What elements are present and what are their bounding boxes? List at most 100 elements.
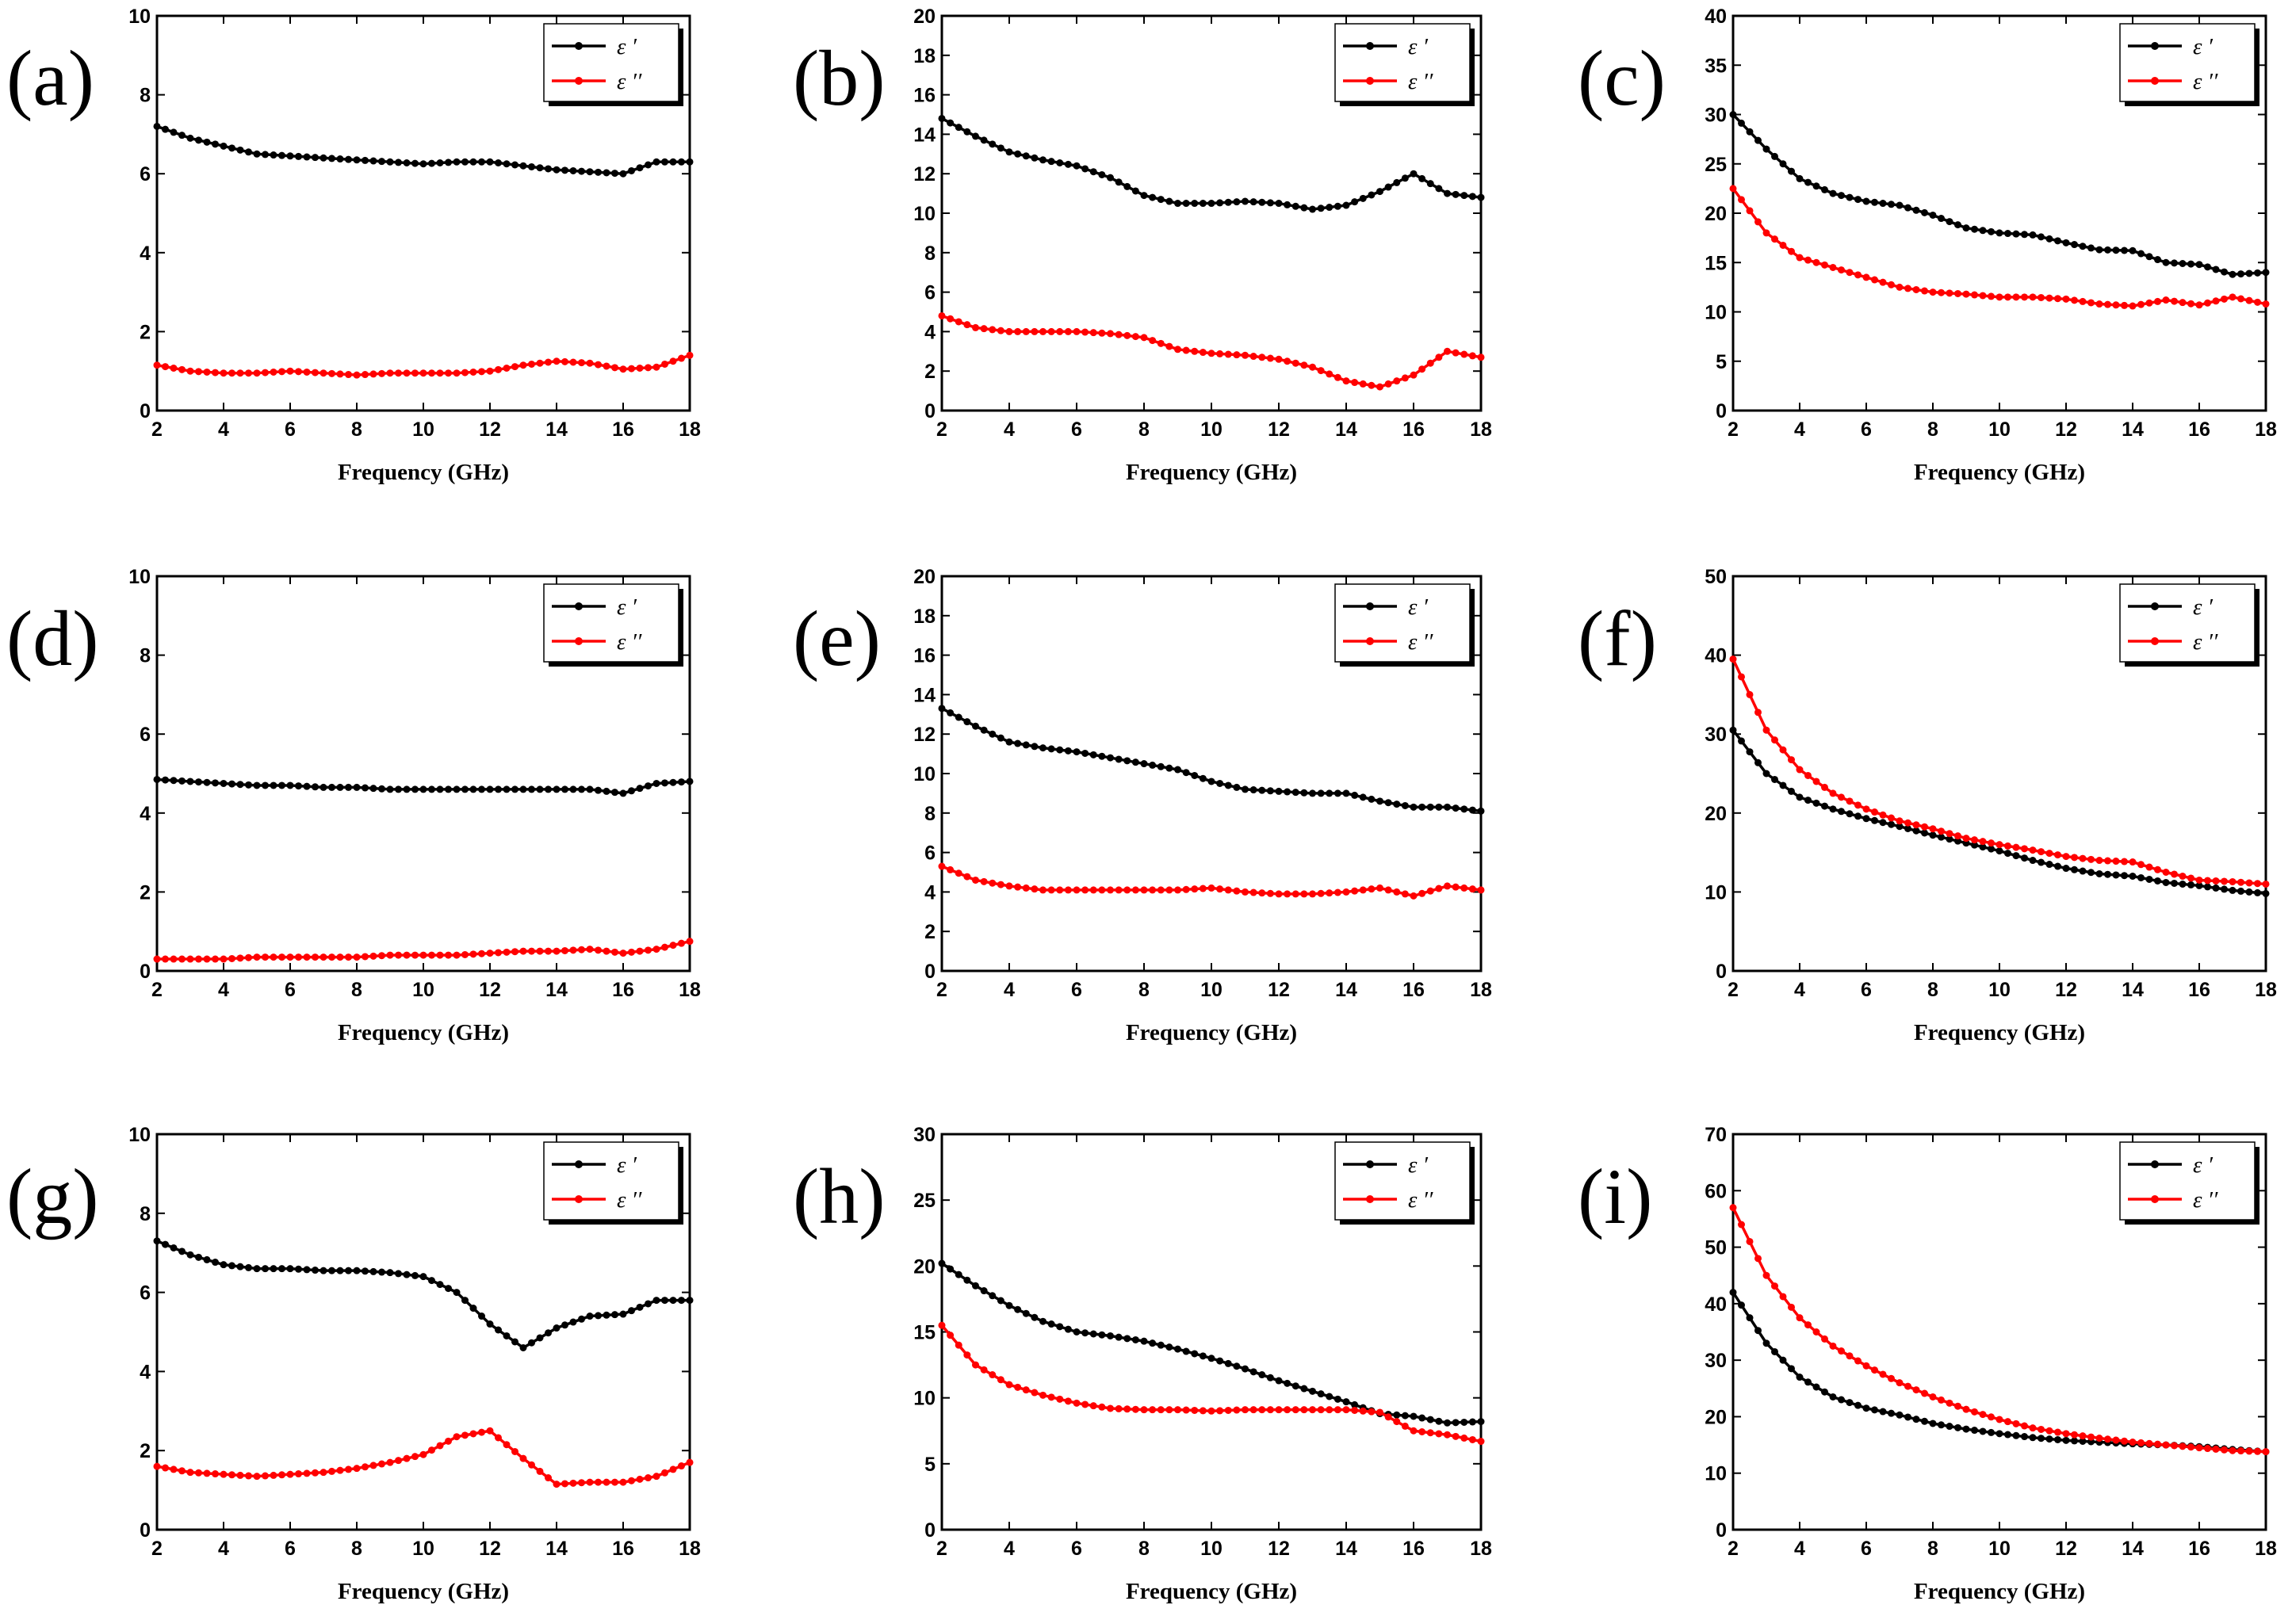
data-point (1300, 789, 1308, 797)
data-point (1174, 200, 1181, 208)
data-point (1896, 1411, 1904, 1419)
data-point (1047, 745, 1055, 753)
data-point (1921, 829, 1928, 837)
data-point (1426, 803, 1434, 811)
data-point (1207, 1355, 1215, 1362)
data-point (153, 361, 161, 369)
data-point (1081, 328, 1089, 336)
data-point (353, 953, 361, 961)
data-point (1216, 1357, 1224, 1365)
data-point (528, 1339, 535, 1347)
x-tick-label: 18 (1470, 1538, 1492, 1560)
data-point (345, 155, 352, 163)
legend: ε ′ ε ′′ (2119, 1141, 2259, 1225)
data-point (2104, 870, 2111, 878)
data-point (1165, 764, 1173, 772)
data-point (1326, 204, 1333, 212)
data-point (972, 876, 979, 884)
chart-panel-e: (e)2 4 6 8 10 12 14 16 1802468101214161820Freque… (793, 566, 1492, 1045)
data-point (1401, 1422, 1409, 1430)
data-point (278, 151, 285, 159)
data-point (1140, 886, 1148, 894)
data-point (1871, 276, 1878, 284)
data-point (1233, 1362, 1241, 1370)
data-point (1284, 890, 1291, 898)
data-point (2079, 1432, 2087, 1440)
data-point (1426, 359, 1434, 367)
data-point (1039, 156, 1047, 164)
data-point (1064, 160, 1072, 168)
data-point (1005, 1381, 1013, 1389)
data-point (386, 951, 394, 959)
data-point (428, 1446, 435, 1454)
data-point (1771, 235, 1778, 243)
data-point (1039, 1317, 1047, 1325)
data-point (1938, 215, 1945, 223)
data-point (320, 154, 327, 162)
series-line-imag (940, 1324, 1482, 1443)
data-point (652, 158, 660, 166)
data-point (1309, 205, 1316, 213)
data-point (162, 1240, 169, 1248)
data-point (578, 785, 585, 793)
data-point (1771, 736, 1778, 744)
data-point (528, 360, 535, 368)
data-point (1249, 1406, 1257, 1414)
data-point (938, 1321, 946, 1329)
data-point (628, 1477, 635, 1485)
x-tick-label: 12 (479, 418, 501, 441)
data-point (2171, 870, 2178, 878)
data-point (947, 709, 955, 716)
y-tick-label: 6 (140, 1282, 151, 1305)
data-point (1838, 793, 1845, 801)
data-point (1401, 1412, 1409, 1420)
data-point (1879, 200, 1887, 208)
data-point (1896, 817, 1904, 825)
data-point (369, 157, 377, 165)
data-point (1014, 150, 1022, 158)
data-point (1022, 741, 1030, 749)
data-point (1771, 1282, 1778, 1290)
data-point (2054, 1435, 2061, 1443)
y-tick-label: 5 (924, 1454, 936, 1476)
data-point (2087, 244, 2095, 252)
data-point (1854, 1401, 1862, 1409)
data-point (2229, 877, 2237, 885)
data-point (1393, 377, 1401, 385)
data-point (989, 1371, 997, 1379)
data-point (1182, 1406, 1190, 1414)
data-point (1242, 351, 1249, 359)
data-point (997, 144, 1004, 152)
x-tick-label: 14 (1335, 979, 1357, 1001)
x-tick-label: 10 (412, 418, 434, 441)
data-point (1359, 793, 1367, 801)
data-point (1182, 1347, 1190, 1355)
y-tick-label: 30 (913, 1124, 936, 1146)
data-point (336, 953, 344, 961)
data-point (212, 1259, 219, 1267)
data-point (1995, 293, 2003, 301)
data-point (295, 782, 302, 790)
data-point (220, 1261, 228, 1269)
y-tick-label: 0 (924, 961, 936, 983)
data-point (436, 159, 444, 167)
data-point (1954, 837, 1961, 845)
data-point (153, 122, 161, 130)
data-point (2045, 850, 2053, 858)
data-point (2254, 880, 2261, 888)
data-point (1962, 835, 1970, 843)
data-point (2179, 1442, 2187, 1450)
data-point (1291, 1382, 1299, 1390)
data-point (678, 1297, 685, 1305)
data-point (453, 1433, 461, 1441)
data-point (1157, 339, 1165, 347)
legend-entry-label: ε ′ (2193, 594, 2214, 620)
data-point (963, 1351, 971, 1359)
data-point (170, 1465, 178, 1473)
data-point (1005, 882, 1013, 890)
data-point (511, 363, 518, 371)
panel-label: (d) (6, 594, 99, 682)
data-point (1284, 201, 1291, 208)
data-point (1199, 774, 1207, 782)
